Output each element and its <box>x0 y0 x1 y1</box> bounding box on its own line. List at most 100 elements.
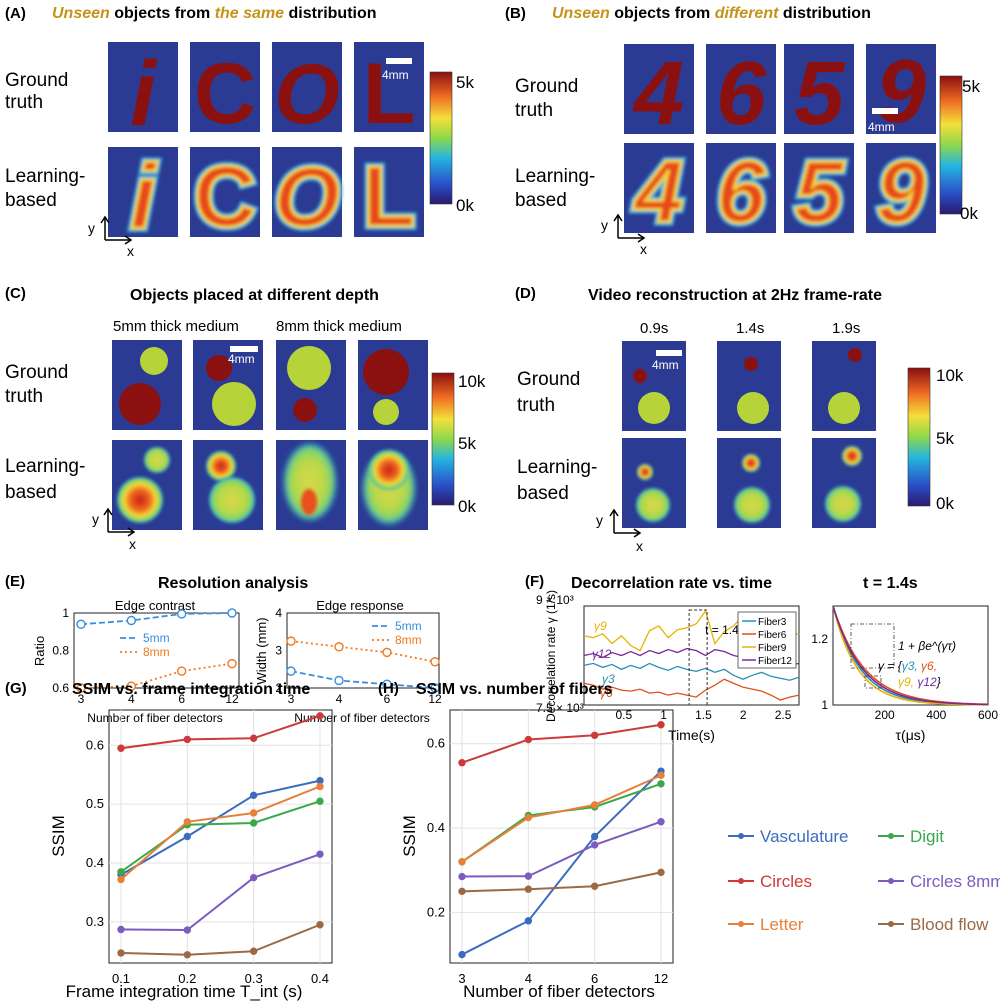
x-tick-label: 2.5 <box>775 708 792 722</box>
svg-text:4: 4 <box>632 44 684 144</box>
data-point <box>657 780 665 788</box>
data-point <box>176 609 187 619</box>
panel-c-row2-line2: based <box>5 482 57 503</box>
data-point <box>286 666 296 676</box>
x-tick-label: 0.3 <box>245 971 263 986</box>
panel-a: (A) Unseen objects from the same distrib… <box>5 5 474 259</box>
panel-d-axis-y: y <box>596 512 603 528</box>
fit-curve-γ3 <box>832 605 989 706</box>
svg-text:L: L <box>363 149 416 245</box>
legend-label: Letter <box>760 915 804 934</box>
panel-h-letter: (H) <box>378 680 399 697</box>
data-point <box>316 712 324 720</box>
svg-text:9: 9 <box>877 142 926 241</box>
x-tick-label: 200 <box>875 708 895 722</box>
ssim-legend: Vasculature Digit Circles Circles 8mm Letter… <box>728 827 1000 934</box>
data-point <box>430 657 440 667</box>
data-point <box>382 647 392 658</box>
panel-d-letter: (D) <box>515 285 536 302</box>
svg-text:C: C <box>194 149 256 245</box>
y-axis-label: SSIM <box>400 815 419 857</box>
panel-c-axis-x: x <box>129 536 136 552</box>
y-tick-label: 1.2 <box>811 632 828 646</box>
legend-label: Vasculature <box>760 827 849 846</box>
plot-frame <box>449 709 674 964</box>
panel-c: (C) Objects placed at different depth 5m… <box>5 285 486 552</box>
panel-f-title: Decorrelation rate vs. time <box>571 575 772 592</box>
panel-b-lb-glyphs: 4 4 6 6 5 5 9 9 <box>629 138 930 245</box>
panel-a-row2-line1: Learning- <box>5 166 85 187</box>
series-tag-fiber3: γ3 <box>602 672 615 686</box>
plot-frame <box>108 709 333 964</box>
data-point <box>590 841 599 849</box>
data-point <box>430 683 440 693</box>
x-tick-label: 0.1 <box>112 971 130 986</box>
y-tick-label: 4 <box>275 606 282 620</box>
panel-d-colorbar <box>907 367 931 507</box>
data-point <box>176 666 187 676</box>
data-point <box>590 832 599 841</box>
legend-label-8mm: 8mm <box>395 633 422 647</box>
panel-c-row1-line1: Ground <box>5 362 68 383</box>
x-tick-label: 1.5 <box>695 708 712 722</box>
gamma-set: γ = {γ3, γ6, <box>878 659 937 673</box>
data-point <box>316 797 324 805</box>
x-tick-label: 6 <box>384 692 391 706</box>
chart-title: Edge response <box>316 598 403 613</box>
panel-g-letter: (G) <box>5 680 27 697</box>
data-point <box>458 872 466 881</box>
y-tick-label: 0.5 <box>86 796 104 811</box>
svg-text:6: 6 <box>717 142 767 241</box>
x-axis-label: Number of fiber detectors <box>87 711 222 725</box>
panel-e-letter: (E) <box>5 573 25 590</box>
series-line-letter <box>461 774 662 863</box>
x-axis-label: Number of fiber detectors <box>294 711 429 725</box>
data-point <box>183 818 192 826</box>
series-line-fiber3 <box>583 662 800 681</box>
legend-label-5mm: 5mm <box>143 631 170 645</box>
data-point <box>334 675 344 686</box>
x-tick-label: 600 <box>978 708 998 722</box>
series-line-circles <box>461 723 662 764</box>
series-line-letter <box>120 785 321 881</box>
fit-curve-γ12 <box>832 605 989 706</box>
x-axis-label: Time(s) <box>668 727 715 743</box>
ssim-fibers-chart: 3 4 6 12 0.2 0.4 0.6 SSIM Number of fiber detect… <box>400 709 674 1001</box>
panel-c-row2-line1: Learning- <box>5 456 85 477</box>
legend-label-8mm: 8mm <box>143 645 170 659</box>
data-point <box>657 868 665 877</box>
data-point <box>524 872 533 880</box>
data-point <box>227 608 237 618</box>
panel-b-gt-tiles <box>624 44 936 134</box>
panel-b-cb-top: 5k <box>962 77 980 96</box>
panel-e-title: Resolution analysis <box>158 575 308 592</box>
y-tick-label: 1 <box>821 698 828 712</box>
data-point <box>183 951 192 959</box>
data-point <box>458 887 466 896</box>
panel-a-row2-line2: based <box>5 190 57 211</box>
panel-d-time-2: 1.4s <box>736 320 764 337</box>
panel-a-row1-line2: truth <box>5 92 43 113</box>
data-point <box>126 615 137 626</box>
y-tick-label: 0.4 <box>427 820 445 835</box>
panel-e: (E) Resolution analysis Edge contrast 3 4 6… <box>5 573 442 725</box>
data-point <box>76 683 86 693</box>
data-point <box>382 679 392 689</box>
legend-label: Fiber12 <box>758 656 792 667</box>
x-tick-label: 0.5 <box>615 708 632 722</box>
y-tick-label: 1 <box>62 606 69 620</box>
fit-curve-γ6 <box>832 605 989 706</box>
panel-a-cb-top: 5k <box>456 73 474 92</box>
legend-label: Digit <box>910 827 944 846</box>
svg-text:5: 5 <box>795 142 845 241</box>
legend-marker <box>738 921 744 927</box>
y-tick-label: 3 <box>275 644 282 658</box>
time-annotation: t = 1.4s <box>705 623 745 637</box>
x-tick-label: 0.2 <box>178 971 196 986</box>
panel-d-cb-mid: 5k <box>936 429 954 448</box>
panel-c-cb-mid: 5k <box>458 434 476 453</box>
time-marker-box <box>688 609 708 706</box>
panel-b-axis-y: y <box>601 217 608 233</box>
data-point <box>117 744 125 752</box>
x-tick-label: 2 <box>740 708 747 722</box>
